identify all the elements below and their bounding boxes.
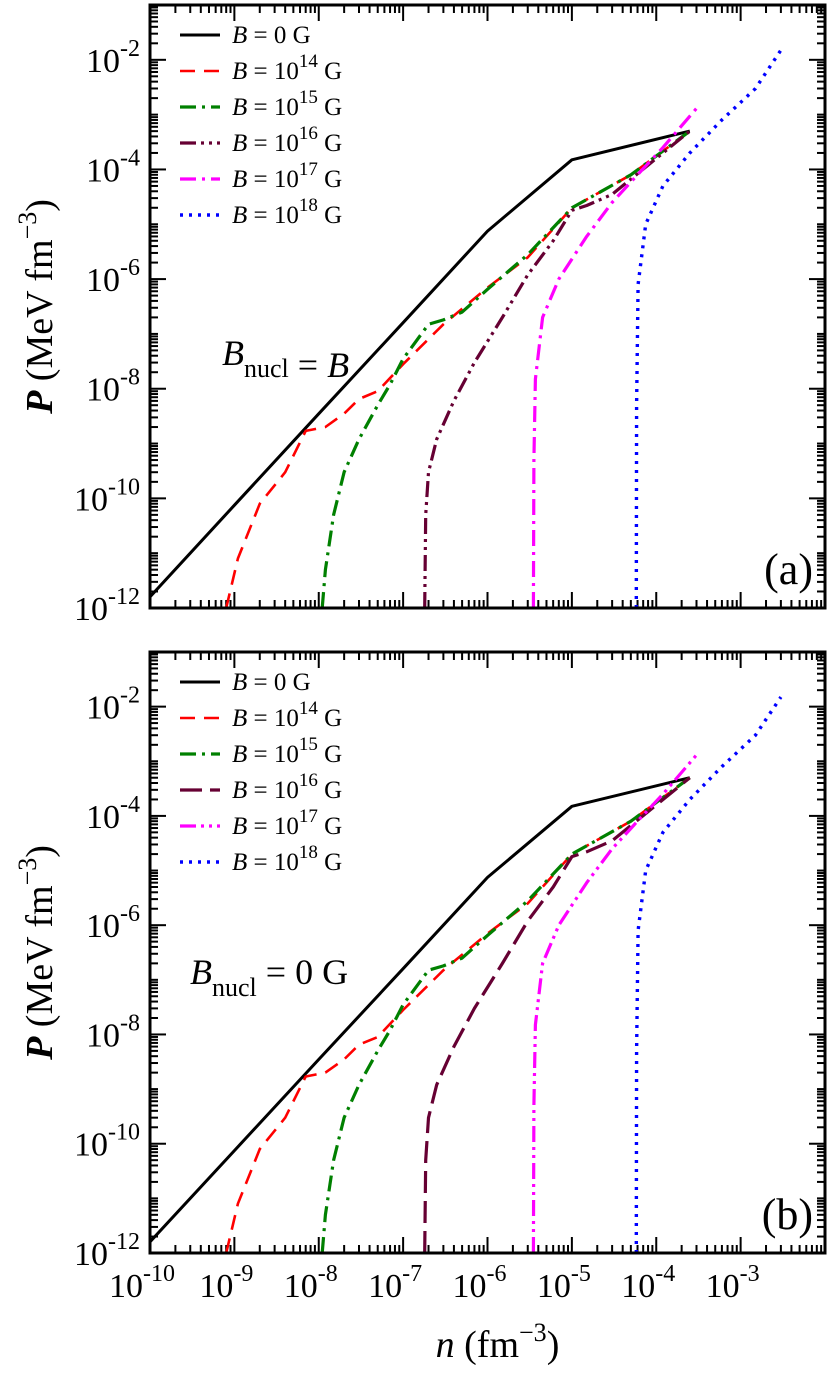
y-tick-label: 10-4 [86, 792, 140, 836]
series-line-b-10-18-g [634, 49, 783, 608]
legend-entry: B = 1017 G [232, 806, 342, 840]
series-line-b-10-17-g [531, 107, 698, 608]
series-line-b-10-18-g [634, 696, 783, 1253]
x-tick-label: 10-4 [621, 1261, 675, 1305]
legend-entry: B = 0 G [232, 669, 311, 696]
series-group [150, 696, 783, 1253]
series-line-b-10-14-g [224, 130, 691, 608]
legend-entry: B = 1015 G [232, 87, 342, 121]
y-axis-label: P (MeV fm−3) [13, 845, 61, 1061]
series-line-b-10-15-g [320, 776, 691, 1253]
y-tick-label: 10-6 [86, 901, 140, 945]
legend-entry: B = 1017 G [232, 159, 342, 193]
series-line-b-10-17-g [531, 753, 698, 1253]
legend-entry: B = 1014 G [232, 698, 342, 732]
x-tick-label: 10-8 [284, 1261, 338, 1305]
series-line-b-10-16-g [423, 776, 691, 1253]
legend-entry: B = 1018 G [232, 842, 342, 876]
plot-frame [148, 3, 827, 610]
annotation-equals: = [289, 345, 327, 385]
x-tick-label: 10-9 [199, 1261, 253, 1305]
annotation: Bnucl = B [222, 333, 349, 385]
y-tick-label: 10-8 [86, 365, 140, 409]
series-group [150, 49, 783, 608]
series-line-b-10-14-g [224, 776, 691, 1253]
series-line-b-0-g [150, 776, 691, 1243]
y-tick-label: 10-10 [74, 474, 140, 518]
y-tick-label: 10-12 [74, 584, 140, 628]
annotation-var: B [327, 345, 349, 385]
y-tick-label: 10-2 [86, 36, 140, 80]
legend-entry: B = 1016 G [232, 770, 342, 804]
y-tick-label: 10-8 [86, 1010, 140, 1054]
legend-entry: B = 1014 G [232, 51, 342, 85]
series-line-b-10-16-g [423, 129, 691, 608]
x-tick-label: 10-5 [537, 1261, 591, 1305]
annotation: Bnucl = 0 G [190, 952, 348, 1002]
legend-entry: B = 1018 G [232, 195, 342, 229]
x-tick-label: 10-6 [453, 1261, 507, 1305]
series-line-b-0-g [150, 129, 691, 598]
y-tick-label: 10-4 [86, 145, 140, 189]
legend-entry: B = 0 G [232, 22, 311, 49]
x-tick-label: 10-10 [109, 1261, 175, 1305]
y-axis-label: P (MeV fm−3) [13, 199, 61, 415]
y-tick-label: 10-6 [86, 255, 140, 299]
plot-frame [148, 650, 827, 1255]
legend: B = 0 GB = 1014 GB = 1015 GB = 1016 GB =… [180, 22, 342, 229]
y-tick-label: 10-12 [74, 1229, 140, 1273]
legend: B = 0 GB = 1014 GB = 1015 GB = 1016 GB =… [180, 669, 342, 876]
panel-label: (a) [764, 545, 813, 594]
x-axis-label: n (fm−3) [436, 1318, 560, 1366]
panel-label: (b) [762, 1190, 813, 1239]
legend-entry: B = 1015 G [232, 734, 342, 768]
legend-entry: B = 1016 G [232, 123, 342, 157]
x-tick-label: 10-7 [368, 1261, 422, 1305]
series-line-b-10-15-g [320, 129, 691, 608]
y-tick-label: 10-2 [86, 683, 140, 727]
panel-a: 10-12 10-10 10-8 10-6 10-4 10-2 P (MeV fm−3) B … [13, 3, 827, 628]
y-tick-label: 10-10 [74, 1120, 140, 1164]
x-tick-label: 10-3 [706, 1261, 760, 1305]
